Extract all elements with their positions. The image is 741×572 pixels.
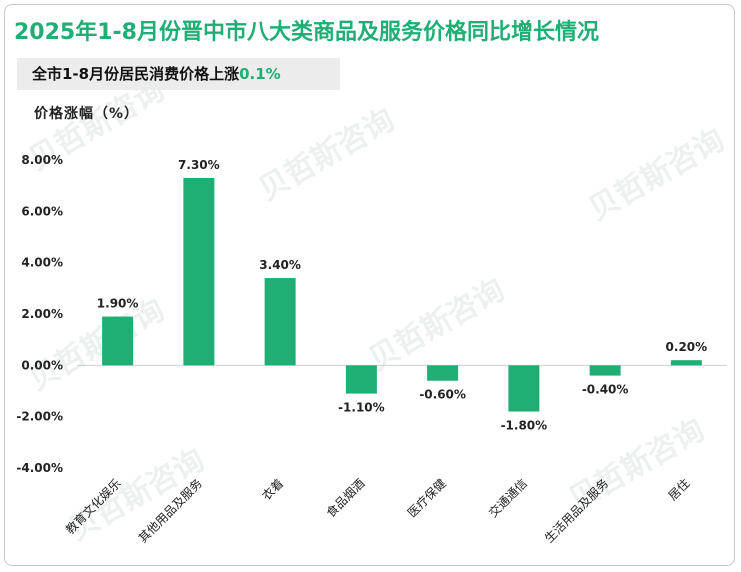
x-tick-label: 其他用品及服务 — [135, 476, 205, 546]
subtitle-text: 全市1-8月份居民消费价格上涨 — [32, 65, 240, 83]
bar — [264, 278, 296, 366]
x-tick-label: 交通通信 — [485, 476, 530, 521]
y-tick-label: -2.00% — [16, 410, 63, 424]
y-tick-label: 2.00% — [21, 307, 63, 321]
chart-frame — [4, 4, 735, 566]
bar — [345, 365, 377, 394]
bar — [670, 360, 702, 366]
y-axis-label: 价格涨幅（%） — [34, 106, 140, 122]
data-label: 0.20% — [666, 340, 708, 354]
bar — [183, 177, 215, 366]
x-tick-label: 衣着 — [259, 476, 287, 504]
x-tick-label: 居住 — [666, 476, 693, 503]
bar — [102, 316, 134, 366]
y-tick-label: 0.00% — [21, 358, 63, 372]
data-label: -1.80% — [501, 419, 548, 433]
data-label: 1.90% — [97, 297, 139, 311]
subtitle-highlight: 0.1% — [239, 65, 281, 83]
data-label: -1.10% — [338, 401, 385, 415]
x-tick-label: 教育文化娱乐 — [62, 476, 124, 538]
data-label: 3.40% — [259, 258, 301, 272]
x-tick-label: 食品烟酒 — [323, 476, 368, 521]
data-label: -0.60% — [419, 388, 466, 402]
y-tick-label: 6.00% — [21, 204, 63, 218]
bar — [427, 365, 459, 381]
data-label: -0.40% — [582, 383, 629, 397]
y-tick-label: 8.00% — [21, 153, 63, 167]
x-tick-label: 生活用品及服务 — [541, 476, 611, 546]
y-tick-label: -4.00% — [16, 461, 63, 475]
y-tick-label: 4.00% — [21, 256, 63, 270]
data-label: 7.30% — [178, 158, 220, 172]
x-tick-label: 医疗保健 — [405, 476, 449, 520]
bar — [508, 365, 540, 412]
chart-title: 2025年1-8月份晋中市八大类商品及服务价格同比增长情况 — [14, 20, 599, 45]
subtitle-box: 全市1-8月份居民消费价格上涨0.1% — [17, 58, 340, 90]
bar — [589, 365, 621, 376]
